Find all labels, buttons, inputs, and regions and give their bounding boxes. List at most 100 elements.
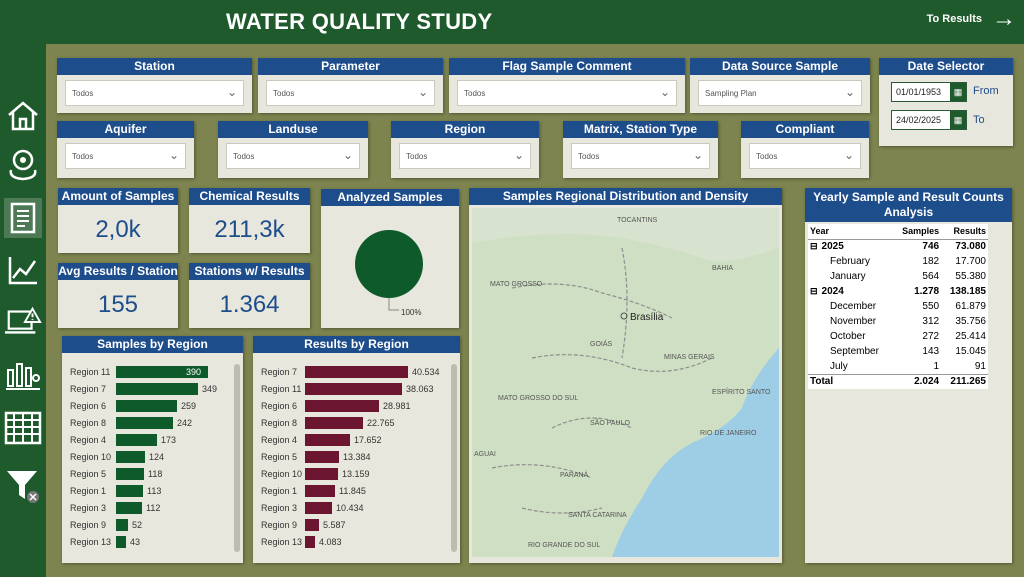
date-to-input[interactable]: 24/02/2025 ▦ — [891, 110, 967, 130]
bar[interactable] — [116, 451, 145, 463]
bar-category-label: Region 6 — [261, 401, 298, 411]
analyzed-samples-card: Analyzed Samples 100% Y — [321, 189, 459, 336]
bar-category-label: Region 13 — [261, 537, 303, 547]
report-icon[interactable] — [4, 198, 42, 238]
bar-row: Region 1 113 — [62, 483, 237, 499]
table-row[interactable]: ⊟ 2025 746 73.080 — [808, 239, 988, 254]
bar-category-label: Region 11 — [261, 384, 302, 394]
table-row[interactable]: ⊟ 2024 1.278 138.185 — [808, 284, 988, 299]
bar-category-label: Region 9 — [261, 520, 298, 530]
col-year-header[interactable]: Year — [808, 224, 894, 240]
bar[interactable] — [305, 400, 379, 412]
bar[interactable] — [305, 451, 339, 463]
parameter-dropdown[interactable]: Todos ⌄ — [266, 80, 435, 106]
chevron-down-icon: ⌄ — [342, 148, 353, 162]
map-label-brasilia: Brasília — [630, 312, 664, 323]
matrix-dropdown[interactable]: Todos ⌄ — [571, 143, 710, 169]
filter-clear-icon[interactable] — [4, 466, 42, 506]
samples-cell: 312 — [922, 316, 940, 327]
kpi-stations: Stations w/ Results 1.364 — [189, 263, 310, 328]
bar[interactable] — [305, 485, 335, 497]
calendar-icon[interactable]: ▦ — [950, 111, 966, 129]
chevron-down-icon: ⌄ — [417, 85, 428, 99]
bar[interactable] — [305, 536, 315, 548]
landuse-dropdown[interactable]: Todos ⌄ — [226, 143, 360, 169]
bar[interactable] — [116, 485, 143, 497]
map-area[interactable]: TOCANTINS BAHIA MATO GROSSO Brasília GOI… — [472, 208, 779, 557]
bar[interactable] — [116, 366, 208, 378]
bar-value-label: 10.434 — [336, 503, 364, 513]
table-row[interactable]: January 564 55.380 — [808, 269, 988, 284]
bar-row: Region 7 349 — [62, 381, 237, 397]
bar-value-label: 13.384 — [343, 452, 371, 462]
calendar-icon[interactable]: ▦ — [950, 83, 966, 101]
table-row[interactable]: December 550 61.879 — [808, 299, 988, 314]
table-row[interactable]: October 272 25.414 — [808, 329, 988, 344]
compliant-dropdown[interactable]: Todos ⌄ — [749, 143, 861, 169]
aquifer-dropdown[interactable]: Todos ⌄ — [65, 143, 186, 169]
date-from-input[interactable]: 01/01/1953 ▦ — [891, 82, 967, 102]
bar[interactable] — [116, 383, 198, 395]
pie-slice-y[interactable] — [355, 230, 423, 298]
bar-category-label: Region 13 — [70, 537, 112, 547]
bar[interactable] — [305, 502, 332, 514]
bar[interactable] — [305, 519, 319, 531]
region-dropdown[interactable]: Todos ⌄ — [399, 143, 531, 169]
bar-value-label: 13.159 — [342, 469, 370, 479]
table-row[interactable]: September 143 15.045 — [808, 344, 988, 359]
bar[interactable] — [305, 366, 408, 378]
bar-category-label: Region 7 — [70, 384, 107, 394]
bar-value-label: 17.652 — [354, 435, 382, 445]
table-row[interactable]: July 1 91 — [808, 359, 988, 374]
col-samples-header[interactable]: Samples — [893, 224, 942, 240]
source-dropdown[interactable]: Sampling Plan ⌄ — [698, 80, 862, 106]
home-icon[interactable] — [4, 96, 42, 136]
yearly-matrix-card: Yearly Sample and Result Counts Analysis… — [805, 188, 1012, 563]
bar[interactable] — [116, 400, 177, 412]
bar[interactable] — [116, 519, 128, 531]
bar-value-label: 118 — [148, 469, 163, 479]
bar-category-label: Region 7 — [261, 367, 298, 377]
bar[interactable] — [305, 383, 402, 395]
bar[interactable] — [116, 536, 126, 548]
bar-chart-icon[interactable] — [4, 354, 42, 394]
bar[interactable] — [116, 468, 144, 480]
samples-cell: 1.278 — [914, 286, 940, 297]
bar[interactable] — [116, 434, 157, 446]
date-selector-title: Date Selector — [879, 58, 1013, 75]
bar[interactable] — [116, 502, 142, 514]
year-label: 2025 — [821, 241, 844, 253]
total-label: Total — [808, 373, 894, 389]
bar[interactable] — [305, 417, 363, 429]
table-row[interactable]: November 312 35.756 — [808, 314, 988, 329]
results-cell: 61.879 — [955, 301, 986, 312]
station-dropdown[interactable]: Todos ⌄ — [65, 80, 244, 106]
yearly-matrix-table: Year Samples Results ⊟ 2025 746 73.080 Febru… — [808, 224, 988, 389]
table-row[interactable]: Total 2.024 211.265 — [808, 373, 988, 389]
chevron-down-icon: ⌄ — [844, 85, 855, 99]
bar[interactable] — [305, 434, 350, 446]
warning-laptop-icon[interactable] — [4, 302, 42, 342]
flag-dropdown[interactable]: Todos ⌄ — [457, 80, 677, 106]
table-icon[interactable] — [4, 408, 42, 448]
scrollbar[interactable] — [234, 364, 240, 552]
table-row[interactable]: February 182 17.700 — [808, 254, 988, 269]
scrollbar[interactable] — [451, 364, 457, 552]
bar-value-label: 124 — [149, 452, 165, 462]
col-results-header[interactable]: Results — [941, 224, 988, 240]
chevron-down-icon: ⌄ — [843, 148, 854, 162]
slicer-compliant: Compliant Todos ⌄ — [741, 121, 869, 178]
collapse-icon[interactable]: ⊟ — [810, 286, 818, 296]
bar-category-label: Region 10 — [70, 452, 112, 462]
map-label-rio-grande-do-sul: RIO GRANDE DO SUL — [528, 542, 600, 549]
line-chart-icon[interactable] — [4, 250, 42, 290]
kpi-samples-value: 2,0k — [95, 216, 141, 243]
collapse-icon[interactable]: ⊟ — [810, 241, 818, 252]
samples-cell: 2.024 — [893, 373, 942, 389]
slicer-region: Region Todos ⌄ — [391, 121, 539, 178]
bar[interactable] — [116, 417, 173, 429]
to-results-button[interactable]: To Results → — [927, 7, 1016, 31]
bar-row: Region 9 5.587 — [253, 517, 453, 533]
bar[interactable] — [305, 468, 338, 480]
location-icon[interactable] — [4, 144, 42, 184]
